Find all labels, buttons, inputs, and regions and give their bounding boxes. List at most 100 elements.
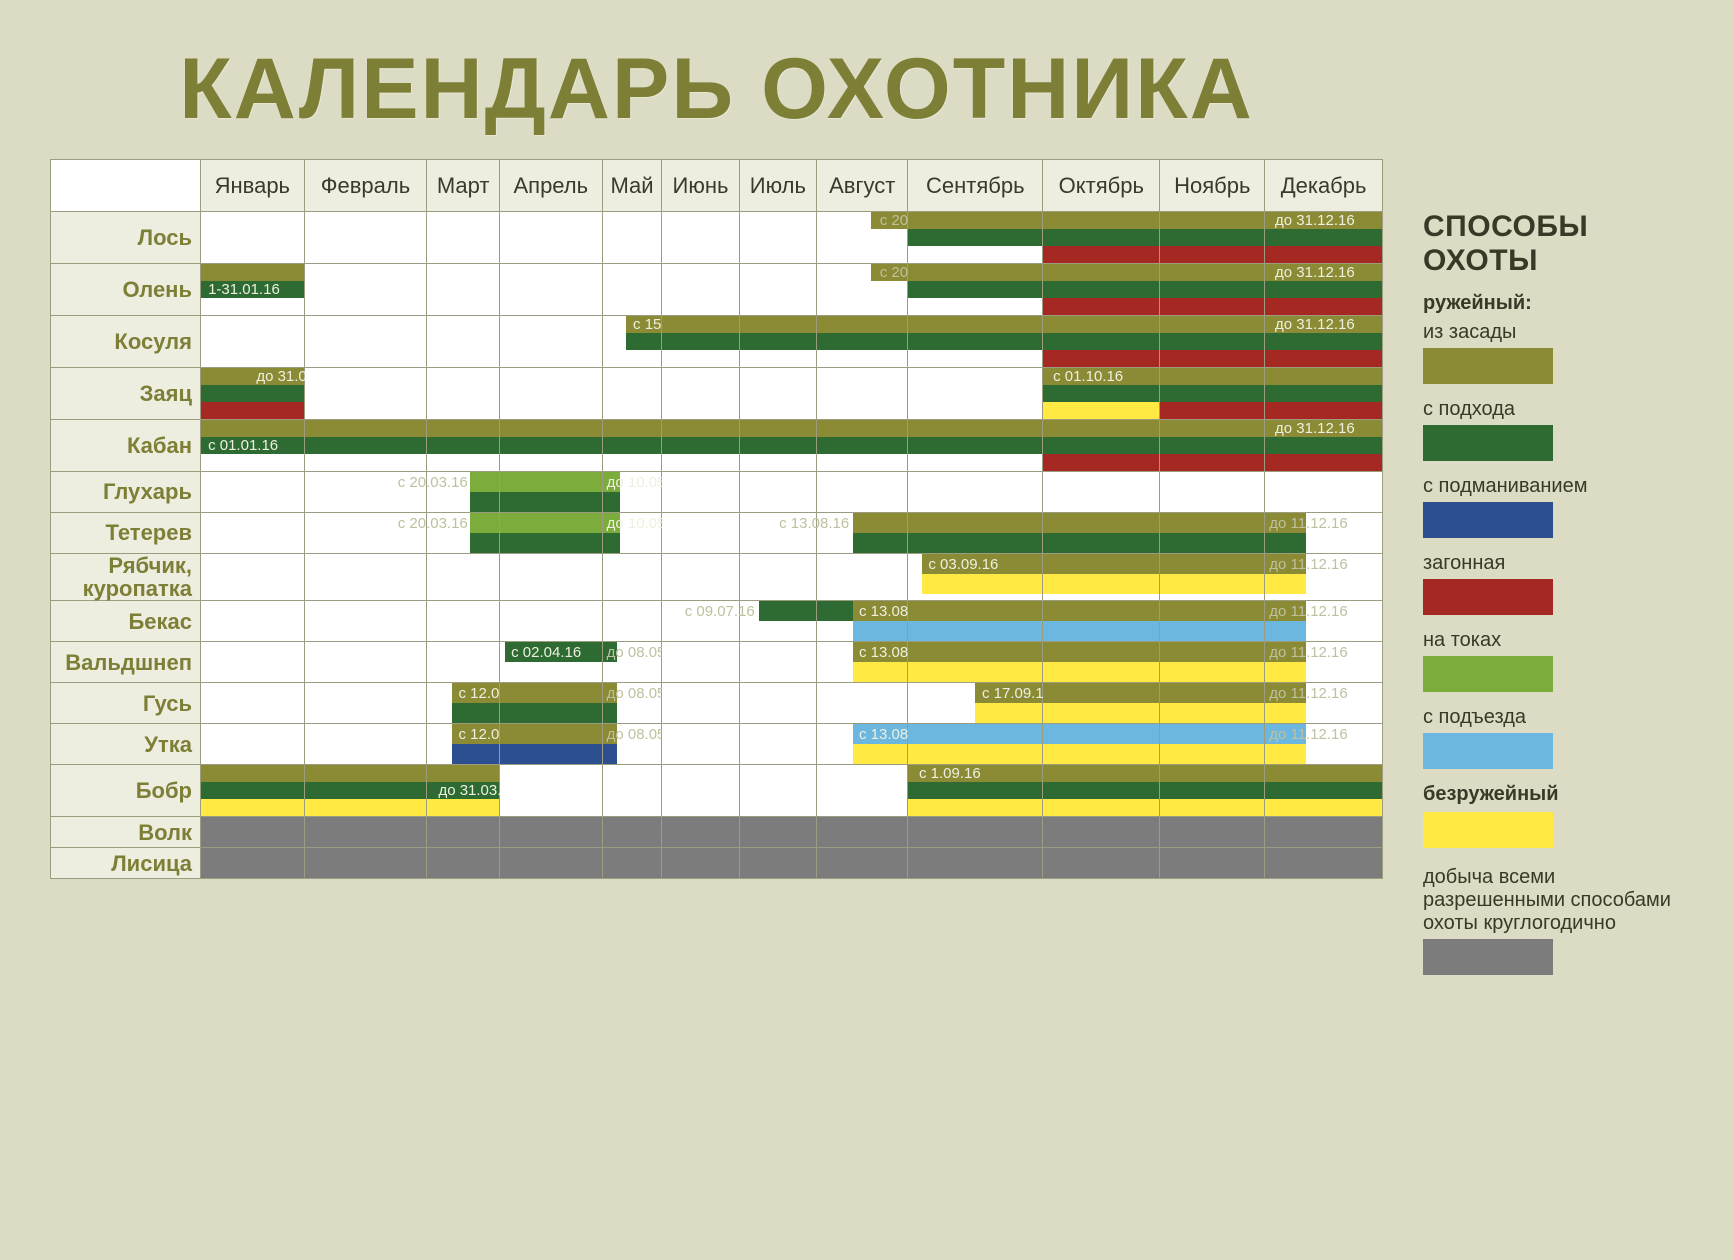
season-segment xyxy=(603,513,621,533)
calendar-cell xyxy=(427,368,500,420)
stripe xyxy=(427,817,499,847)
calendar-cell xyxy=(662,212,739,264)
stripe xyxy=(500,574,602,594)
stripe xyxy=(427,212,499,229)
season-segment xyxy=(1043,848,1159,878)
season-segment xyxy=(201,264,304,281)
season-segment xyxy=(305,782,427,799)
legend-title: СПОСОБЫ ОХОТЫ xyxy=(1423,210,1683,278)
stripe xyxy=(908,574,1042,594)
stripe xyxy=(908,744,1042,764)
stripe xyxy=(1043,724,1159,744)
stripe xyxy=(500,662,602,682)
stripe xyxy=(1160,492,1264,512)
calendar-cell xyxy=(662,472,739,513)
stripe xyxy=(1265,333,1382,350)
season-segment xyxy=(1043,281,1159,298)
season-segment xyxy=(1160,513,1264,533)
calendar-cell xyxy=(1160,513,1265,554)
stripe xyxy=(427,574,499,594)
animal-label: Глухарь xyxy=(51,472,201,513)
stripe xyxy=(740,848,816,878)
season-segment xyxy=(500,744,602,764)
stripe xyxy=(662,212,738,229)
calendar-cell xyxy=(602,554,662,601)
stripe xyxy=(500,437,602,454)
stripe xyxy=(427,601,499,621)
calendar-cell xyxy=(1160,724,1265,765)
stripe xyxy=(740,264,816,281)
calendar-cell: до 31.12.16 xyxy=(1265,212,1383,264)
month-header: Август xyxy=(817,160,908,212)
stripe xyxy=(662,601,738,621)
calendar-cell xyxy=(201,848,305,879)
calendar-cell xyxy=(500,264,603,316)
month-header: Ноябрь xyxy=(1160,160,1265,212)
season-segment xyxy=(1265,298,1382,315)
stripe xyxy=(817,229,907,246)
stripe xyxy=(500,264,602,281)
stripe xyxy=(817,574,907,594)
stripe xyxy=(1043,601,1159,621)
legend-entry-label: на токах xyxy=(1423,629,1683,652)
season-segment xyxy=(740,316,816,333)
calendar-cell xyxy=(817,554,908,601)
calendar-cell: с 13.08.16 xyxy=(817,513,908,554)
stripe xyxy=(817,437,907,454)
stripe xyxy=(201,621,304,641)
season-segment xyxy=(1265,744,1306,764)
stripe xyxy=(908,817,1042,847)
season-segment xyxy=(500,533,602,553)
stripe xyxy=(908,264,1042,281)
stripe xyxy=(427,402,499,419)
calendar-cell: до 10.05.16 xyxy=(602,513,662,554)
stripe xyxy=(427,420,499,437)
stripe xyxy=(201,533,304,553)
stripe xyxy=(662,799,738,816)
stripe xyxy=(1043,533,1159,553)
stripe: до 31.12.16 xyxy=(1265,212,1382,229)
stripe xyxy=(603,703,662,723)
season-segment xyxy=(1265,368,1382,385)
calendar-cell: с 20.08.16 xyxy=(817,264,908,316)
stripe xyxy=(908,492,1042,512)
stripe xyxy=(817,782,907,799)
season-segment xyxy=(1043,642,1159,662)
calendar-cell xyxy=(739,472,816,513)
month-header: Апрель xyxy=(500,160,603,212)
stripe xyxy=(1043,385,1159,402)
calendar-cell xyxy=(500,683,603,724)
season-segment xyxy=(626,333,661,350)
season-segment xyxy=(908,782,1042,799)
season-segment xyxy=(740,848,816,878)
calendar-cell xyxy=(500,212,603,264)
stripe xyxy=(305,229,427,246)
calendar-cell xyxy=(739,848,816,879)
calendar-cell xyxy=(817,765,908,817)
season-segment xyxy=(603,848,662,878)
calendar-cell xyxy=(1160,554,1265,601)
stripe xyxy=(603,437,662,454)
stripe: с 13.08.16 xyxy=(817,642,907,662)
stripe xyxy=(305,420,427,437)
season-segment xyxy=(1043,368,1159,385)
season-segment xyxy=(662,420,738,437)
stripe xyxy=(500,601,602,621)
season-segment xyxy=(740,420,816,437)
season-segment xyxy=(1265,212,1382,229)
stripe xyxy=(1265,662,1382,682)
stripe xyxy=(662,744,738,764)
calendar-cell xyxy=(739,368,816,420)
season-segment xyxy=(427,848,499,878)
season-segment xyxy=(1265,683,1306,703)
stripe xyxy=(740,316,816,333)
stripe xyxy=(305,454,427,471)
calendar-cell: с 20.08.16 xyxy=(817,212,908,264)
stripe xyxy=(740,799,816,816)
stripe xyxy=(740,574,816,594)
calendar-cell xyxy=(1043,472,1160,513)
stripe xyxy=(662,533,738,553)
season-segment xyxy=(908,765,1042,782)
calendar-cell xyxy=(427,848,500,879)
stripe xyxy=(1160,437,1264,454)
